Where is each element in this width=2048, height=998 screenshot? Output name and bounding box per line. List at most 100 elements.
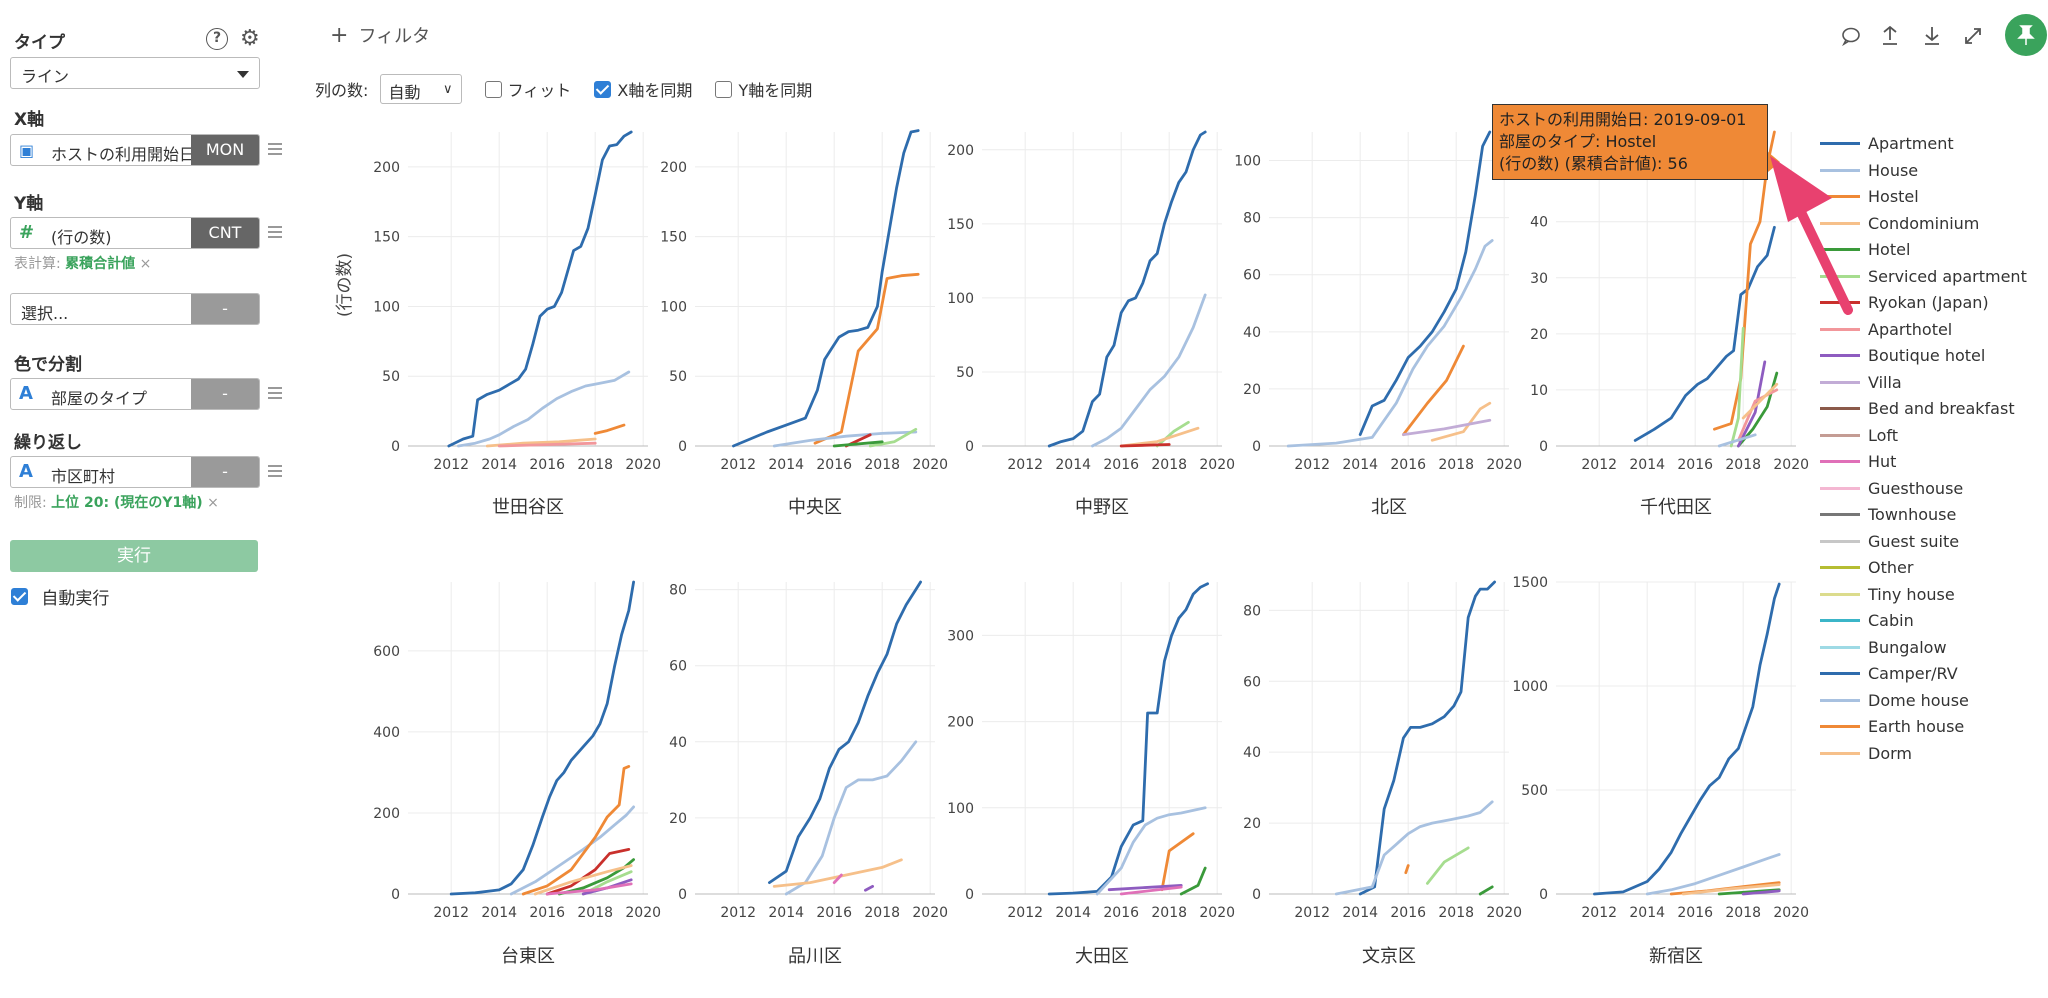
series-line-aparthotel[interactable] [497, 441, 597, 448]
legend-item[interactable]: Condominium [1820, 213, 1979, 233]
series-line-aparthotel[interactable] [1737, 388, 1779, 442]
y-axis-field[interactable]: # (行の数) CNT [10, 217, 260, 249]
series-line-hostel[interactable] [521, 765, 631, 896]
series-line-apartment[interactable] [1358, 130, 1492, 437]
series-line-hostel[interactable] [1404, 864, 1410, 875]
series-line-apartment[interactable] [447, 130, 633, 448]
series-line-hostel[interactable] [813, 272, 920, 445]
series-line-hotel[interactable] [1179, 866, 1207, 896]
series-line-house[interactable] [456, 370, 631, 448]
repeat-field-aggregation[interactable]: - [191, 457, 259, 487]
series-line-house[interactable] [1645, 853, 1781, 896]
series-line-apartment[interactable] [768, 580, 922, 884]
columns-select[interactable]: 自動 ∨ [379, 74, 462, 104]
legend-item[interactable]: Hut [1820, 451, 1896, 471]
legend-item[interactable]: Hostel [1820, 186, 1919, 206]
legend-item[interactable]: Townhouse [1820, 504, 1956, 524]
sync-x-option[interactable]: X軸を同期 [594, 77, 692, 101]
series-line-house[interactable] [772, 430, 918, 448]
legend-item[interactable]: Loft [1820, 425, 1898, 445]
legend-item[interactable]: Tiny house [1820, 584, 1955, 604]
sync-y-checkbox[interactable] [715, 80, 733, 98]
legend-item[interactable]: Villa [1820, 372, 1902, 392]
series-line-boutique-hotel[interactable] [1737, 360, 1767, 448]
sync-y-option[interactable]: Y軸を同期 [715, 77, 812, 101]
legend-item[interactable]: Dome house [1820, 690, 1969, 710]
repeat-field[interactable]: A 市区町村 - [10, 456, 260, 488]
gear-icon[interactable]: ⚙ [240, 26, 260, 51]
legend-item[interactable]: Bungalow [1820, 637, 1947, 657]
legend-item[interactable]: Bed and breakfast [1820, 398, 2015, 418]
series-line-hut[interactable] [832, 873, 843, 884]
legend-item[interactable]: Other [1820, 557, 1913, 577]
series-line-apartment[interactable] [1047, 582, 1209, 896]
legend-item[interactable]: Earth house [1820, 716, 1964, 736]
comment-icon[interactable] [1842, 27, 1860, 47]
legend-item[interactable]: House [1820, 160, 1918, 180]
legend-item[interactable]: Serviced apartment [1820, 266, 2027, 286]
series-line-house[interactable] [1717, 433, 1757, 448]
legend-item[interactable]: Dorm [1820, 743, 1912, 763]
limit-value[interactable]: 上位 20: (現在のY1軸) [51, 495, 203, 511]
auto-run-checkbox[interactable] [11, 588, 28, 605]
series-line-hotel[interactable] [557, 858, 635, 896]
pin-icon[interactable] [2005, 14, 2047, 56]
series-line-condominium[interactable] [533, 864, 633, 896]
series-line-house[interactable] [1286, 239, 1494, 448]
legend-item[interactable]: Boutique hotel [1820, 345, 1985, 365]
series-line-hotel[interactable] [1478, 885, 1494, 896]
series-line-house[interactable] [1091, 293, 1207, 448]
table-calc-value[interactable]: 累積合計値 [65, 256, 136, 272]
series-line-hostel[interactable] [1402, 344, 1465, 437]
remove-limit-icon[interactable]: × [207, 495, 219, 511]
y-axis-menu-icon[interactable] [268, 223, 282, 241]
series-line-apartment[interactable] [732, 129, 920, 448]
y2-aggregation[interactable]: - [191, 294, 259, 324]
fit-checkbox[interactable] [484, 80, 502, 98]
auto-run-toggle[interactable]: 自動実行 [11, 584, 109, 609]
repeat-menu-icon[interactable] [268, 462, 282, 480]
sync-x-checkbox[interactable] [594, 80, 612, 98]
series-line-house[interactable] [1095, 806, 1207, 896]
legend-item[interactable]: Aparthotel [1820, 319, 1952, 339]
fit-option[interactable]: フィット [484, 77, 571, 101]
x-axis-field[interactable]: ▣ ホストの利用開始日 MON [10, 134, 260, 166]
x-axis-aggregation[interactable]: MON [191, 135, 259, 165]
series-line-villa[interactable] [1402, 418, 1492, 437]
remove-table-calc-icon[interactable]: × [139, 256, 152, 272]
upload-icon[interactable] [1883, 25, 1897, 45]
legend-item[interactable]: Guest suite [1820, 531, 1959, 551]
series-line-boutique-hotel[interactable] [864, 885, 874, 892]
series-line-condominium[interactable] [772, 858, 903, 888]
color-field[interactable]: A 部屋のタイプ - [10, 378, 260, 410]
color-field-aggregation[interactable]: - [191, 379, 259, 409]
legend-item[interactable]: Camper/RV [1820, 663, 1958, 683]
series-line-hostel[interactable] [1160, 832, 1195, 892]
help-icon[interactable]: ? [206, 28, 228, 50]
expand-icon[interactable] [1965, 28, 1981, 44]
series-line-hut[interactable] [545, 882, 633, 896]
legend-item[interactable]: Cabin [1820, 610, 1914, 630]
y-axis-aggregation[interactable]: CNT [191, 218, 259, 248]
series-line-condominium[interactable] [1430, 401, 1492, 442]
legend-item[interactable]: Apartment [1820, 133, 1954, 153]
y2-select-field[interactable]: 選択... - [10, 293, 260, 325]
series-line-hostel[interactable] [593, 423, 626, 435]
series-line-hut[interactable] [1119, 885, 1183, 896]
series-line-serviced-apartment[interactable] [1426, 846, 1470, 885]
series-line-apartment[interactable] [1593, 582, 1781, 896]
run-button[interactable]: 実行 [10, 540, 258, 572]
series-line-house[interactable] [1334, 800, 1494, 896]
chart-type-select[interactable]: ライン [10, 57, 260, 89]
series-line-house[interactable] [784, 740, 918, 896]
series-line-condominium[interactable] [1741, 382, 1779, 420]
add-filter-button[interactable]: + フィルタ [330, 22, 430, 48]
series-line-apartment[interactable] [449, 580, 635, 896]
series-line-hotel[interactable] [832, 440, 884, 448]
series-line-condominium[interactable] [1681, 883, 1781, 896]
series-line-boutique-hotel[interactable] [1107, 884, 1183, 892]
legend-item[interactable]: Guesthouse [1820, 478, 1963, 498]
series-line-ryokan-japan-[interactable] [545, 848, 631, 896]
series-line-apartment[interactable] [1633, 225, 1776, 442]
series-line-serviced-apartment[interactable] [1729, 326, 1745, 448]
